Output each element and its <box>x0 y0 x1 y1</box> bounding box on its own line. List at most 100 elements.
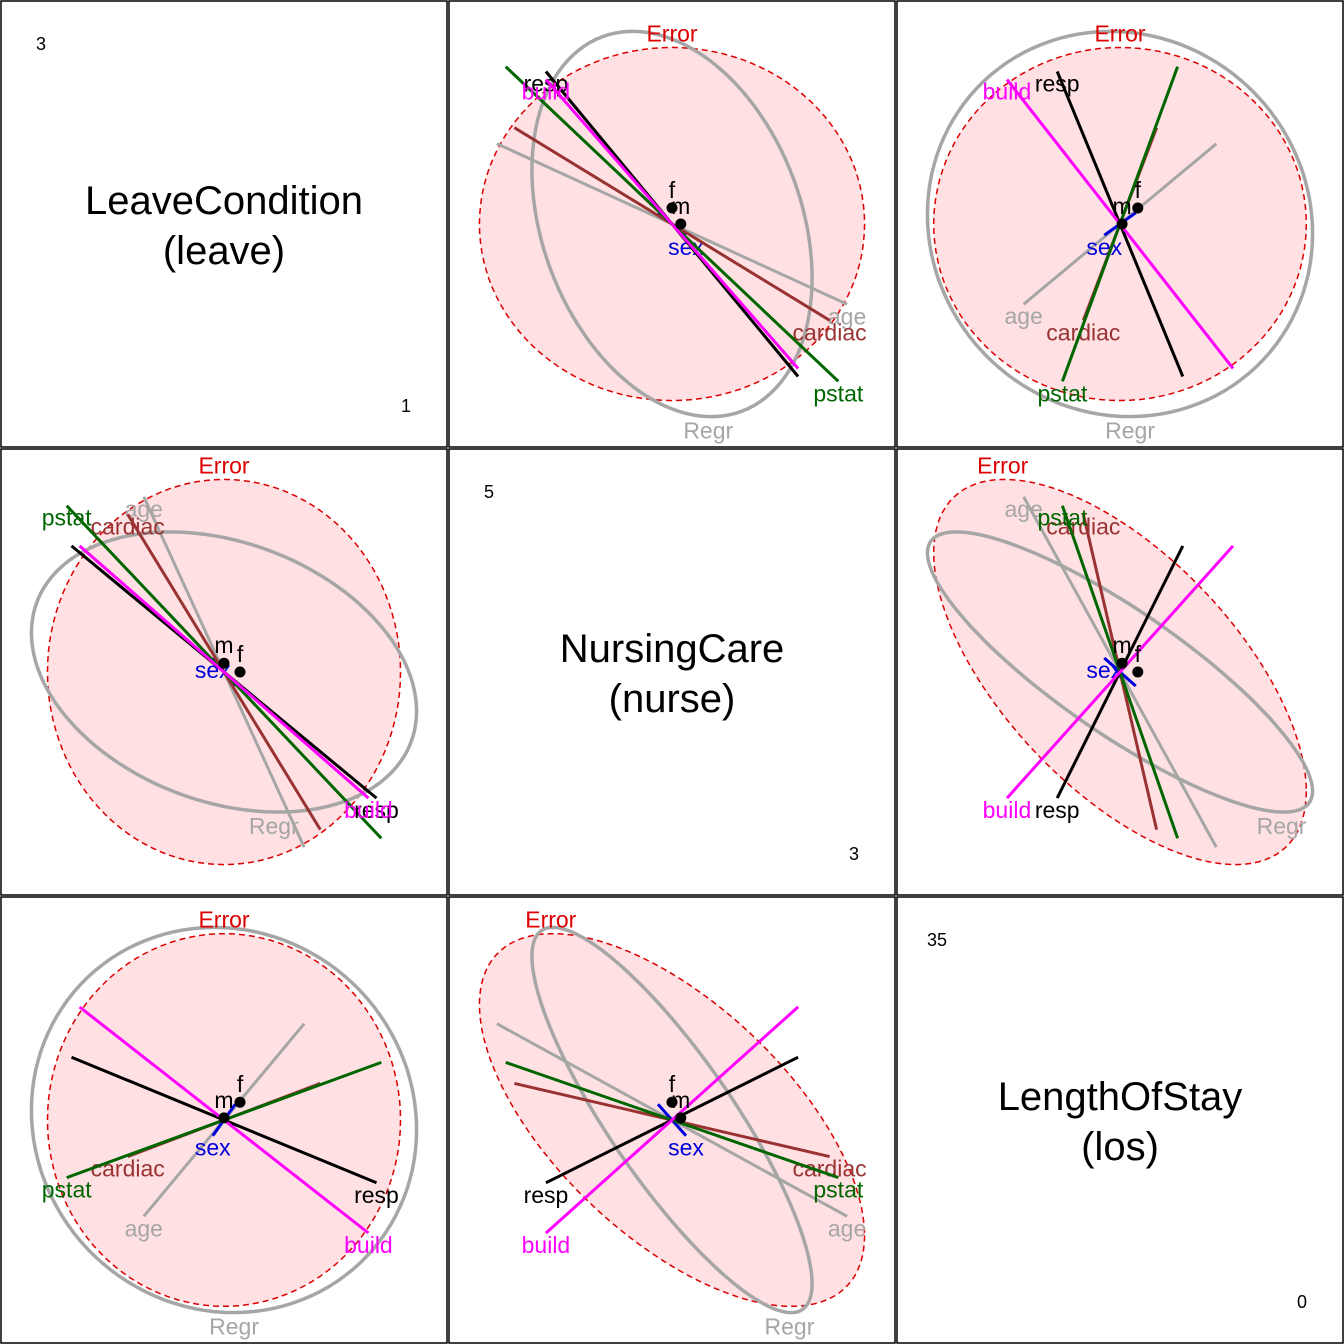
term-line-build <box>544 78 800 370</box>
term-label-build: build <box>522 1232 571 1258</box>
variable-abbrev: (nurse) <box>609 677 736 721</box>
panel-leave-leave: LeaveCondition (leave) 3 1 <box>0 0 448 448</box>
regr-ellipse <box>925 530 1315 814</box>
regr-ellipse <box>29 530 419 814</box>
term-label-cardiac: cardiac <box>91 1156 165 1182</box>
variable-abbrev: (los) <box>1081 1125 1159 1169</box>
regr-ellipse-label: Regr <box>209 1314 259 1340</box>
range-min-label: 3 <box>849 844 859 864</box>
level-label-f: f <box>1135 641 1142 667</box>
panel-frame <box>448 448 896 896</box>
variable-name: NursingCare <box>560 627 785 671</box>
error-ellipse-label: Error <box>977 452 1028 478</box>
term-label-resp: resp <box>524 1182 569 1208</box>
level-point-m <box>1116 657 1128 669</box>
regr-ellipse-label: Regr <box>683 418 733 444</box>
term-label-cardiac: cardiac <box>1046 513 1120 539</box>
term-label-age: age <box>1005 496 1043 522</box>
term-label-build: build <box>522 79 571 105</box>
range-min-label: 1 <box>401 396 411 416</box>
range-min-label: 0 <box>1297 1292 1307 1312</box>
level-label-f: f <box>669 1071 676 1097</box>
level-label-f: f <box>1135 177 1142 203</box>
level-point-m <box>1116 218 1128 230</box>
term-label-sex: sex <box>1086 234 1122 260</box>
level-label-m: m <box>214 632 233 658</box>
term-label-pstat: pstat <box>1037 505 1087 531</box>
term-label-sex: sex <box>668 1135 704 1161</box>
level-point-m <box>675 218 687 230</box>
regr-ellipse <box>530 925 814 1315</box>
level-point-m <box>218 657 230 669</box>
term-label-build: build <box>983 797 1032 823</box>
error-ellipse-label: Error <box>198 907 249 933</box>
regr-ellipse-label: Regr <box>765 1314 815 1340</box>
variable-name: LeaveCondition <box>85 179 363 223</box>
error-ellipse-label: Error <box>1094 20 1145 46</box>
level-label-m: m <box>214 1087 233 1113</box>
level-point-m <box>218 1112 230 1124</box>
term-line-build <box>1005 544 1235 800</box>
term-label-build: build <box>344 1232 393 1258</box>
term-label-age: age <box>1005 303 1043 329</box>
regr-ellipse <box>530 29 814 419</box>
term-label-resp: resp <box>1035 797 1080 823</box>
level-point-m <box>675 1112 687 1124</box>
term-line-build <box>544 1005 800 1235</box>
term-label-pstat: pstat <box>42 505 92 531</box>
term-label-resp: resp <box>1035 71 1080 97</box>
panel-nurse-nurse: NursingCare (nurse) 5 3 <box>448 448 896 896</box>
term-label-build: build <box>983 79 1032 105</box>
term-line-build <box>78 544 370 800</box>
level-label-f: f <box>237 641 244 667</box>
level-point-f <box>666 202 678 214</box>
panel-frame <box>896 896 1344 1344</box>
term-label-cardiac: cardiac <box>792 1156 866 1182</box>
level-label-m: m <box>1113 193 1132 219</box>
term-label-pstat: pstat <box>1037 380 1087 406</box>
level-point-f <box>234 666 246 678</box>
regr-ellipse-label: Regr <box>1105 418 1155 444</box>
level-label-m: m <box>671 1087 690 1113</box>
term-label-pstat: pstat <box>813 1177 863 1203</box>
term-label-build: build <box>344 797 393 823</box>
term-label-sex: sex <box>195 1135 231 1161</box>
range-max-label: 35 <box>927 930 947 950</box>
term-label-age: age <box>828 1215 866 1241</box>
level-point-f <box>1132 666 1144 678</box>
error-ellipse-label: Error <box>525 907 576 933</box>
term-label-cardiac: cardiac <box>792 319 866 345</box>
term-label-pstat: pstat <box>42 1177 92 1203</box>
level-point-f <box>1132 202 1144 214</box>
level-label-m: m <box>671 193 690 219</box>
range-max-label: 3 <box>36 34 46 54</box>
range-max-label: 5 <box>484 482 494 502</box>
regr-ellipse <box>29 925 419 1315</box>
term-label-cardiac: cardiac <box>91 513 165 539</box>
regr-ellipse-label: Regr <box>1257 813 1307 839</box>
level-label-m: m <box>1113 632 1132 658</box>
panel-frame <box>0 0 448 448</box>
term-label-pstat: pstat <box>813 380 863 406</box>
term-label-resp: resp <box>354 797 399 823</box>
error-ellipse-label: Error <box>198 452 249 478</box>
regr-ellipse <box>925 29 1315 419</box>
variable-abbrev: (leave) <box>163 229 285 273</box>
level-label-f: f <box>237 1071 244 1097</box>
term-label-age: age <box>828 303 866 329</box>
level-label-f: f <box>669 177 676 203</box>
panel-los-los: LengthOfStay (los) 35 0 <box>896 896 1344 1344</box>
variable-name: LengthOfStay <box>998 1075 1243 1119</box>
level-point-f <box>234 1096 246 1108</box>
error-ellipse-label: Error <box>646 20 697 46</box>
term-label-resp: resp <box>354 1182 399 1208</box>
level-point-f <box>666 1096 678 1108</box>
term-label-age: age <box>125 1215 163 1241</box>
